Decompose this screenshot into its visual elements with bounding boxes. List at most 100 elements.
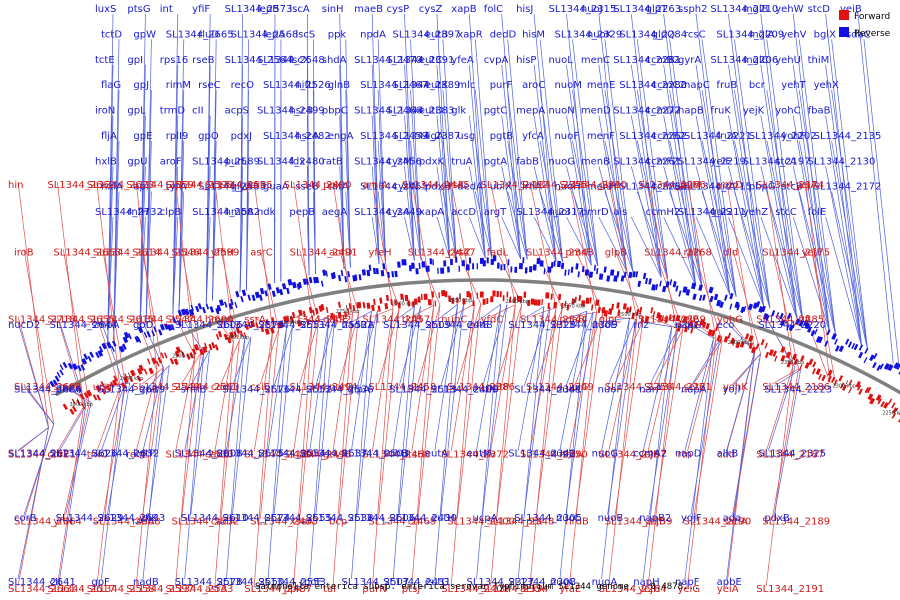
- forward-gene-label: crr: [408, 517, 422, 528]
- forward-gene-connector: [378, 249, 400, 309]
- reverse-gene-connector: [825, 13, 863, 348]
- reverse-gene-label: shdA: [322, 55, 347, 66]
- reverse-feature: [851, 342, 856, 350]
- reverse-gene-label: pgtB: [490, 131, 514, 142]
- forward-feature: [456, 297, 459, 304]
- reverse-feature: [682, 286, 688, 293]
- reverse-gene-connector: [145, 191, 152, 326]
- reverse-feature: [553, 260, 556, 267]
- forward-gene-connector: [490, 304, 516, 452]
- reverse-feature: [87, 355, 92, 362]
- forward-feature: [848, 387, 853, 394]
- reverse-feature: [286, 287, 290, 295]
- reverse-lower-gene-label: napA: [681, 384, 707, 395]
- forward-feature: [815, 368, 821, 376]
- reverse-gene-label: yehW: [775, 4, 803, 15]
- reverse-gene-label: SL1344_2135: [814, 131, 882, 142]
- reverse-gene-label: purL: [225, 156, 248, 167]
- reverse-feature: [834, 345, 840, 352]
- forward-gene-connector: [259, 329, 279, 385]
- forward-gene-label: SL1344_2259: [605, 517, 673, 528]
- reverse-gene-label: SL1344_2209: [716, 29, 784, 40]
- forward-feature: [875, 394, 882, 402]
- forward-gene-label: SL1344_2343: [526, 247, 594, 258]
- forward-feature: [92, 394, 98, 401]
- reverse-lower-gene-label: SL1344_2536: [306, 384, 374, 395]
- reverse-gene-connector: [474, 90, 493, 259]
- reverse-feature: [876, 364, 882, 371]
- forward-gene-label: SL1344_2271: [644, 382, 712, 393]
- reverse-lower-gene-connector: [190, 350, 211, 515]
- reverse-lower-gene-label: SL1344_2325: [758, 449, 826, 460]
- reverse-gene-label: SL1344_2284: [619, 29, 687, 40]
- forward-gene-connector: [96, 181, 121, 388]
- forward-gene-label: SL1344_2490: [284, 180, 352, 191]
- reverse-gene-connector: [377, 90, 386, 264]
- reverse-feature: [387, 271, 390, 279]
- forward-gene-connector: [529, 181, 557, 308]
- reverse-lower-gene-connector: [273, 325, 293, 387]
- forward-gene-label: fadL: [487, 247, 509, 258]
- reverse-lower-gene-connector: [517, 306, 545, 580]
- gene-labels: luxStctDtctEflaGiroNfljAhxlBhxlASL1344_2…: [8, 4, 881, 595]
- forward-feature: [148, 367, 154, 375]
- kbp-tick-label: 2250 kbp: [882, 411, 900, 417]
- reverse-gene-label: rluD: [198, 29, 219, 40]
- forward-gene-label: SL1344_2546: [132, 247, 200, 258]
- forward-feature: [774, 355, 778, 362]
- reverse-lower-gene-label: eutA: [425, 449, 448, 460]
- forward-gene-label: SL1344_2348: [487, 517, 555, 528]
- forward-gene-connector: [529, 307, 557, 587]
- reverse-lower-gene-connector: [309, 318, 330, 451]
- forward-feature: [869, 397, 876, 405]
- reverse-feature: [810, 329, 816, 337]
- reverse-lower-gene-connector: [148, 365, 170, 387]
- reverse-gene-label: nuoN: [548, 106, 574, 117]
- reverse-feature: [267, 283, 272, 290]
- reverse-feature: [853, 343, 859, 351]
- reverse-gene-connector: [436, 13, 451, 259]
- reverse-feature: [337, 274, 342, 282]
- reverse-feature: [241, 289, 247, 297]
- reverse-feature: [127, 333, 132, 340]
- reverse-gene-connector: [377, 140, 386, 264]
- reverse-lower-gene-label: SL1344_2641: [8, 577, 76, 588]
- reverse-feature: [97, 350, 104, 357]
- reverse-feature: [461, 260, 465, 267]
- reverse-gene-label: SL1344_2263: [613, 4, 681, 15]
- reverse-gene-connector: [468, 216, 486, 259]
- reverse-gene-label: hscB: [289, 106, 313, 117]
- reverse-feature: [500, 264, 503, 271]
- reverse-lower-gene-label: SL1344_2409: [431, 384, 499, 395]
- reverse-gene-connector: [404, 13, 415, 261]
- reverse-lower-gene-label: ucpA: [473, 513, 498, 524]
- reverse-gene-connector: [371, 166, 380, 264]
- reverse-gene-connector: [831, 191, 868, 351]
- reverse-feature: [863, 357, 868, 364]
- reverse-feature: [163, 323, 169, 330]
- forward-gene-label: ppx: [323, 180, 342, 191]
- forward-gene-connector: [299, 320, 319, 385]
- reverse-gene-label: SL1344_2317: [516, 207, 584, 218]
- forward-gene-label: SL1344_2588: [93, 517, 161, 528]
- reverse-lower-gene-connector: [267, 327, 287, 580]
- reverse-feature: [845, 338, 850, 345]
- forward-gene-connector: [450, 303, 475, 452]
- reverse-gene-label: SL1344_2526: [263, 80, 331, 91]
- forward-gene-connector: [23, 249, 55, 425]
- reverse-feature: [298, 281, 302, 289]
- reverse-gene-label: SL1344_2277: [613, 106, 681, 117]
- forward-feature: [688, 320, 694, 327]
- forward-feature: [113, 375, 118, 382]
- forward-feature: [379, 297, 383, 304]
- reverse-gene-connector: [663, 64, 697, 286]
- reverse-lower-gene-connector: [434, 304, 458, 323]
- reverse-gene-label: bglX: [814, 29, 836, 40]
- forward-feature: [86, 389, 93, 397]
- forward-feature: [690, 327, 694, 334]
- reverse-lower-gene-label: SL1344_2342: [508, 449, 576, 460]
- reverse-feature: [146, 331, 151, 338]
- reverse-lower-gene-label: SL1344_2513: [389, 384, 457, 395]
- reverse-feature: [661, 285, 667, 293]
- reverse-gene-connector: [792, 216, 830, 333]
